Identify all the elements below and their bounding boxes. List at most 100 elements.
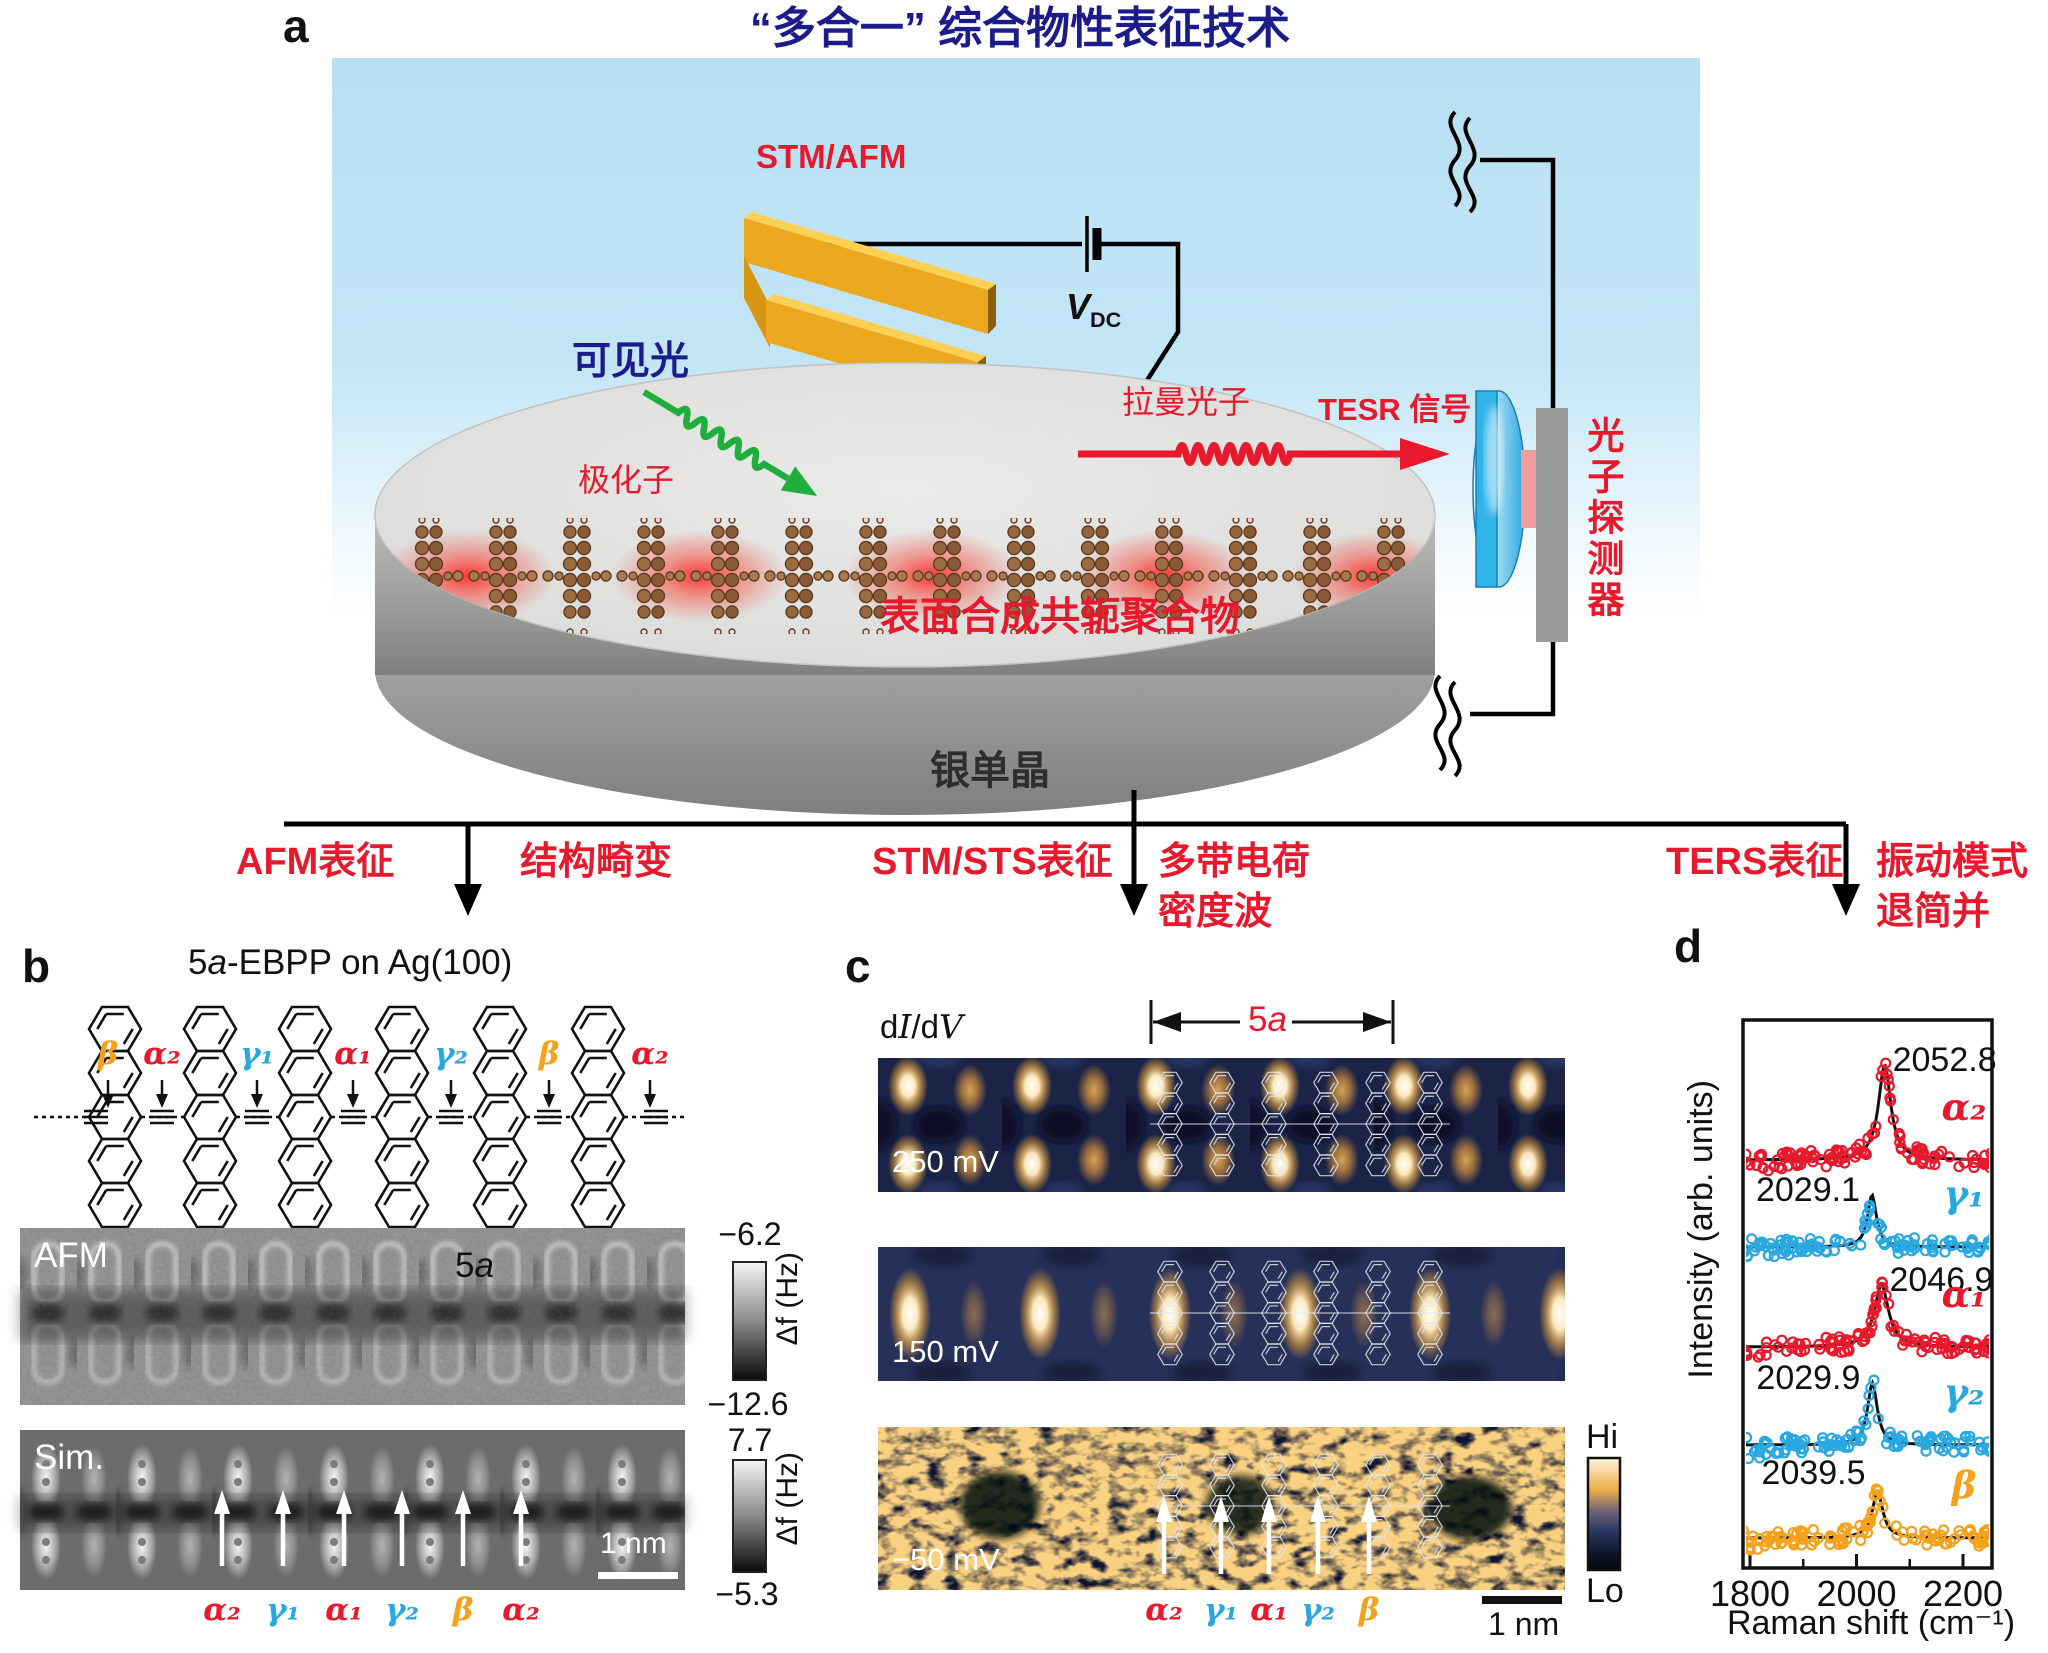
- battery-icon: [1085, 216, 1102, 272]
- scale1-top: −6.2: [718, 1216, 782, 1252]
- visible-light-arrow: [642, 389, 818, 497]
- polymer-label: 表面合成共轭聚合物: [880, 595, 1240, 639]
- bond-label-alpha2b: α₂: [631, 1036, 669, 1072]
- svg-text:α₂: α₂: [1942, 1085, 1987, 1129]
- collection-lens-icon: [1472, 390, 1526, 588]
- svg-text:1800: 1800: [1710, 1573, 1790, 1614]
- flow-sts-right1: 多带电荷: [1158, 841, 1311, 883]
- bond-label-gamma2: γ₂: [433, 1036, 469, 1072]
- flow-afm-right: 结构畸变: [520, 841, 673, 883]
- sim-mode-alpha2a: α₂: [203, 1592, 241, 1628]
- scale2-bottom: −5.3: [715, 1576, 779, 1612]
- polaron-label: 极化子: [578, 462, 675, 498]
- didv-d1: d: [880, 1008, 899, 1045]
- c-mode-alpha1: α₁: [1250, 1592, 1288, 1628]
- scale1-unit: Δf (Hz): [771, 1252, 804, 1346]
- cable-break-icon: [1448, 110, 1477, 214]
- bond-label-alpha1: α₁: [334, 1036, 372, 1072]
- polymer-chain: [392, 518, 1434, 634]
- svg-text:2200: 2200: [1923, 1573, 2003, 1614]
- scale2-unit: Δf (Hz): [771, 1452, 804, 1546]
- tesr-signal-label: TESR 信号: [1318, 392, 1472, 427]
- svg-text:α₁: α₁: [1942, 1272, 1987, 1316]
- bond-label-alpha2a: α₂: [143, 1036, 181, 1072]
- afm-tag: AFM: [34, 1236, 108, 1275]
- vdc-sub: DC: [1090, 307, 1122, 333]
- sim-colorbar: [732, 1459, 767, 1573]
- afm-image: [20, 1228, 685, 1405]
- b-span-n: 5: [455, 1246, 475, 1285]
- didv-i: I: [898, 1007, 912, 1046]
- scale2-top: 7.7: [727, 1422, 773, 1458]
- c-span-n: 5: [1248, 1000, 1268, 1039]
- molecule-overlay: [1150, 1072, 1450, 1557]
- photon-detector-label: 光子探测器: [1581, 416, 1623, 621]
- svg-text:2046.9: 2046.9: [1889, 1261, 1993, 1299]
- svg-text:2039.5: 2039.5: [1762, 1454, 1866, 1492]
- sim-mode-beta: β: [452, 1592, 474, 1628]
- panel-b-structure: [20, 1007, 767, 1590]
- cable-break-icon: [1433, 674, 1462, 778]
- afm-colorbar: [732, 1261, 767, 1381]
- flow-ters-right1: 振动模式: [1876, 841, 2029, 883]
- bias-250: 250 mV: [892, 1144, 999, 1179]
- b-title-n: 5: [188, 943, 208, 982]
- scalebar-label-sim: 1 nm: [600, 1527, 667, 1560]
- bond-label-gamma1: γ₁: [239, 1036, 275, 1072]
- unit-cell-span-c: [1149, 1000, 1395, 1044]
- flow-sts-right2: 密度波: [1158, 891, 1273, 933]
- vdc-v: V: [1066, 286, 1091, 327]
- bond-label-beta1: β: [97, 1036, 119, 1072]
- detector-circuit-wire: [1470, 157, 1556, 717]
- c-span-a: a: [1267, 1000, 1287, 1039]
- svg-text:2052.8: 2052.8: [1893, 1041, 1997, 1079]
- svg-text:γ₁: γ₁: [1944, 1172, 1985, 1216]
- svg-text:β: β: [1950, 1463, 1977, 1507]
- bias-m50: −50 mV: [892, 1542, 1000, 1577]
- raman-signal-arrow: [1078, 438, 1450, 470]
- sim-mode-gamma1: γ₁: [265, 1592, 301, 1628]
- flow-sts-left: STM/STS表征: [872, 841, 1113, 883]
- scalebar-c: [1482, 1596, 1562, 1604]
- bias-150: 150 mV: [892, 1334, 999, 1369]
- vdc-label: VDC: [1066, 288, 1121, 332]
- panel-d-label: d: [1674, 920, 1703, 972]
- raman-photon-label: 拉曼光子: [1122, 384, 1251, 420]
- figure-title: “多合一” 综合物性表征技术: [749, 4, 1291, 53]
- c-mode-gamma1: γ₁: [1203, 1592, 1239, 1628]
- b-title-a: a: [207, 943, 227, 982]
- panel-c-label: c: [845, 940, 871, 992]
- hilo-colorbar: [1586, 1456, 1622, 1572]
- panel-c-maps: [878, 1000, 1622, 1604]
- svg-text:2029.1: 2029.1: [1756, 1171, 1860, 1209]
- unit-cell-label-b: 5a: [455, 1246, 494, 1285]
- svg-text:2029.9: 2029.9: [1756, 1359, 1860, 1397]
- didv-v: V: [938, 1007, 963, 1046]
- d-ylabel: Intensity (arb. units): [1682, 1080, 1720, 1379]
- b-title-rest: -EBPP on Ag(100): [226, 943, 513, 982]
- d-xlabel: Raman shift (cm⁻¹): [1726, 1604, 2016, 1642]
- raman-spectra-plot: 1800 2000 2200 2052.8 α₂ 2029.1 γ₁ 2046.9α₁ 2029…: [1710, 1018, 2003, 1614]
- panel-b-label: b: [22, 940, 51, 992]
- scale1-bottom: −12.6: [707, 1386, 789, 1422]
- didv-label: dI/dV: [880, 1007, 963, 1046]
- bond-label-beta2: β: [538, 1036, 560, 1072]
- didv-map-150mV: [878, 1247, 1565, 1381]
- scalebar-sim: [598, 1572, 678, 1579]
- didv-map-250mV: [878, 1058, 1565, 1192]
- didv-d2: /d: [911, 1008, 939, 1045]
- photon-detector-plate: [1536, 408, 1568, 642]
- sim-image: [20, 1430, 685, 1590]
- flow-afm-left: AFM表征: [236, 841, 395, 883]
- scalebar-label-c: 1 nm: [1488, 1606, 1560, 1642]
- sim-mode-gamma2: γ₂: [384, 1592, 420, 1628]
- c-mode-alpha2: α₂: [1145, 1592, 1183, 1628]
- visible-light-label: 可见光: [572, 340, 690, 383]
- c-mode-beta: β: [1358, 1592, 1380, 1628]
- colorbar-hi: Hi: [1586, 1418, 1619, 1456]
- sim-mode-alpha2b: α₂: [502, 1592, 540, 1628]
- panel-b-title: 5a-EBPP on Ag(100): [188, 943, 513, 982]
- c-mode-gamma2: γ₂: [1300, 1592, 1336, 1628]
